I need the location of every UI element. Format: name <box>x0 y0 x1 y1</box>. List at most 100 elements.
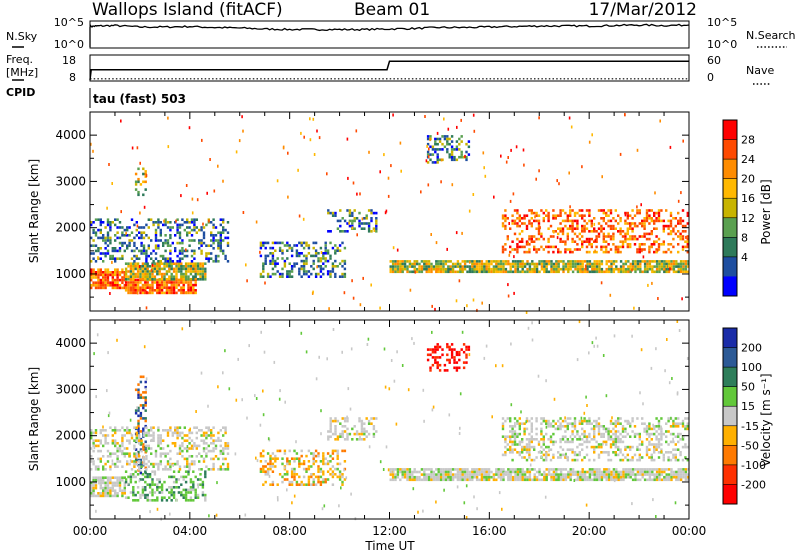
velocity-pixel <box>137 383 140 386</box>
power-pixel <box>198 241 201 245</box>
velocity-pixel <box>591 473 594 476</box>
velocity-pixel <box>347 387 350 391</box>
power-pixel <box>487 265 491 268</box>
velocity-pixel <box>495 470 498 474</box>
velocity-pixel <box>514 470 517 474</box>
power-pixel <box>139 278 142 281</box>
velocity-pixel <box>204 493 207 497</box>
power-pixel <box>562 267 565 271</box>
velocity-pixel <box>360 438 364 441</box>
velocity-pixel <box>449 470 452 474</box>
nave-label: Nave <box>746 64 774 77</box>
velocity-pixel <box>142 462 146 466</box>
power-pixel <box>528 219 531 223</box>
power-pixel <box>219 249 222 253</box>
power-pixel <box>157 218 160 221</box>
velocity-pixel <box>314 460 318 463</box>
power-pixel <box>681 209 685 212</box>
velocity-pixel <box>585 438 589 441</box>
velocity-pixel <box>94 431 98 435</box>
power-pixel <box>148 265 152 268</box>
velocity-pixel <box>109 494 112 498</box>
velocity-pixel <box>653 445 656 449</box>
power-pixel <box>547 217 550 220</box>
power-pixel <box>537 224 541 228</box>
power-pixel <box>298 270 301 273</box>
velocity-pixel <box>198 429 201 432</box>
power-pixel <box>269 259 272 263</box>
velocity-pixel <box>118 449 122 453</box>
power-pixel <box>118 249 122 253</box>
power-pixel <box>624 240 627 243</box>
power-pixel <box>204 278 207 281</box>
velocity-pixel <box>182 478 185 481</box>
power-pixel <box>480 265 484 268</box>
velocity-pixel <box>201 493 205 497</box>
velocity-pixel <box>672 473 676 476</box>
velocity-pixel <box>147 460 150 463</box>
power-pixel <box>178 231 182 234</box>
velocity-pixel <box>456 485 459 489</box>
velocity-pixel <box>650 438 653 441</box>
power-pixel <box>507 294 510 298</box>
velocity-pixel <box>334 417 337 420</box>
power-pixel <box>146 272 149 276</box>
power-pixel <box>99 284 102 287</box>
velocity-pixel <box>104 468 107 471</box>
velocity-pixel <box>109 476 112 479</box>
power-pixel <box>157 239 160 242</box>
velocity-pixel <box>461 470 464 474</box>
velocity-pixel <box>619 417 622 420</box>
velocity-pixel <box>588 470 592 474</box>
power-pixel <box>588 243 591 246</box>
power-pixel <box>557 214 560 217</box>
velocity-pixel <box>195 436 198 440</box>
velocity-pixel <box>259 460 263 463</box>
power-pixel <box>153 262 157 265</box>
velocity-pixel <box>138 434 141 437</box>
velocity-pixel <box>264 480 267 484</box>
velocity-pixel <box>617 445 620 449</box>
velocity-pixel <box>617 422 620 425</box>
power-pixel <box>94 286 98 290</box>
power-pixel <box>319 259 323 263</box>
power-pixel <box>502 270 505 274</box>
power-pixel <box>552 209 555 212</box>
velocity-pixel <box>293 470 296 473</box>
power-pixel <box>469 260 471 264</box>
velocity-pixel <box>540 445 543 449</box>
velocity-pixel <box>545 425 548 429</box>
power-pixel <box>497 262 500 266</box>
velocity-pixel <box>181 442 184 445</box>
velocity-pixel <box>501 417 505 420</box>
power-pixel <box>679 267 683 271</box>
power-pixel <box>205 244 208 247</box>
velocity-pixel <box>401 364 404 367</box>
power-pixel <box>127 281 130 284</box>
power-pixel <box>129 291 133 295</box>
power-pixel <box>126 226 129 229</box>
power-pixel <box>522 148 525 152</box>
power-pixel <box>391 267 395 271</box>
velocity-pixel <box>99 484 102 487</box>
velocity-pixel <box>109 465 112 468</box>
power-pixel <box>210 239 213 242</box>
power-pixel <box>658 262 661 266</box>
power-pixel <box>282 145 285 149</box>
power-pixel <box>383 153 385 157</box>
power-pixel <box>467 145 471 149</box>
power-pixel <box>468 270 472 274</box>
power-pixel <box>126 247 129 250</box>
power-pixel <box>373 229 376 232</box>
power-pixel <box>186 226 189 229</box>
velocity-pixel <box>266 473 270 476</box>
velocity-pixel <box>548 449 550 453</box>
velocity-pixel <box>123 481 126 485</box>
velocity-pixel <box>205 431 208 435</box>
power-pixel <box>442 260 445 263</box>
velocity-pixel <box>442 473 445 476</box>
velocity-pixel <box>193 442 196 445</box>
velocity-pixel <box>139 393 143 397</box>
velocity-pixel <box>314 483 318 486</box>
power-pixel <box>401 262 404 266</box>
